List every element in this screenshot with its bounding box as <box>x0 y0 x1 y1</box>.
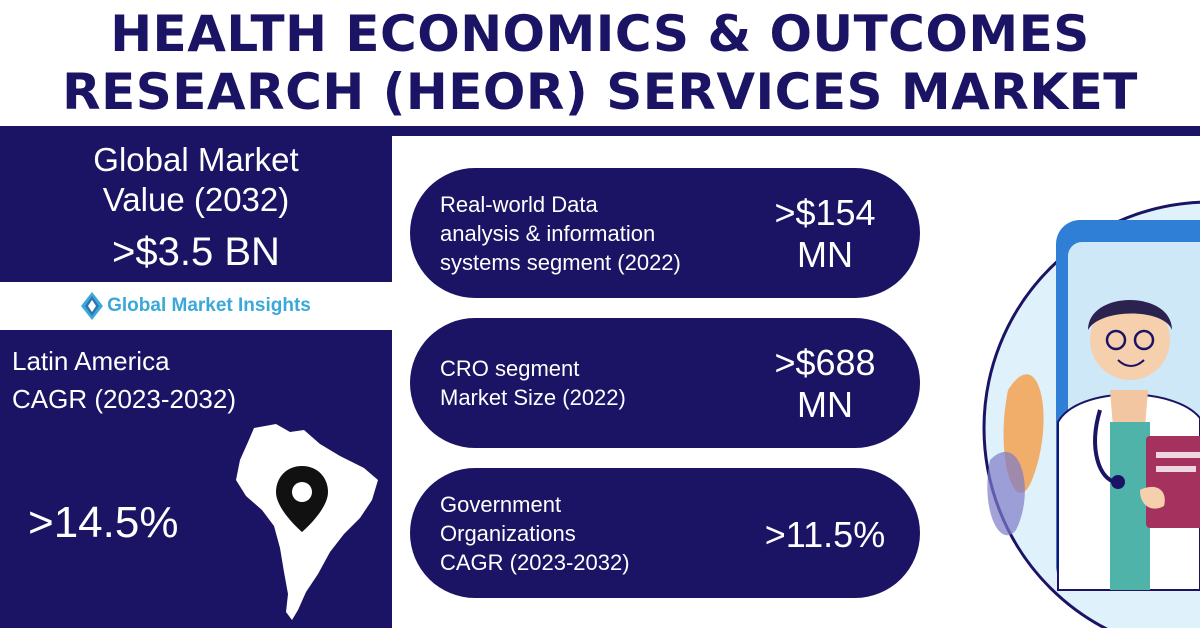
diamond-logo-icon <box>81 292 104 320</box>
stat-value-line: MN <box>797 384 853 425</box>
stat-label-line: analysis & information <box>440 221 656 246</box>
title-line-1: HEALTH ECONOMICS & OUTCOMES <box>110 5 1090 63</box>
stat-value: >$154 MN <box>760 192 890 276</box>
title-line-2: RESEARCH (HEOR) SERVICES MARKET <box>62 63 1138 121</box>
stat-label-line: CAGR (2023-2032) <box>440 550 630 575</box>
market-value-amount: >$3.5 BN <box>112 230 280 274</box>
latin-america-cagr-value: >14.5% <box>28 498 179 547</box>
stat-label: CRO segment Market Size (2022) <box>440 354 626 412</box>
latin-america-panel: Latin America CAGR (2023-2032) >14.5% <box>0 330 392 628</box>
market-value-label-line-1: Global Market <box>93 141 299 178</box>
south-america-map-icon <box>236 424 378 620</box>
map-pin-icon <box>276 466 328 532</box>
stat-label-line: CRO segment <box>440 356 580 381</box>
stat-value-line: >$154 <box>774 192 876 233</box>
brand-logo: Global Market Insights <box>0 282 392 330</box>
doctor-phone-illustration <box>982 200 1200 628</box>
latin-america-label-line-2: CAGR (2023-2032) <box>12 384 236 414</box>
page-title: HEALTH ECONOMICS & OUTCOMES RESEARCH (HE… <box>0 0 1200 126</box>
market-value-label: Global Market Value (2032) <box>0 140 392 220</box>
stat-value-line: >11.5% <box>764 514 886 555</box>
latin-america-label-line-1: Latin America <box>12 346 170 376</box>
market-value-label-line-2: Value (2032) <box>102 181 290 218</box>
stat-label: Real-world Data analysis & information s… <box>440 190 681 277</box>
title-divider <box>392 126 1200 136</box>
stat-label-line: Market Size (2022) <box>440 385 626 410</box>
stat-value-line: >$688 <box>774 342 876 383</box>
stat-label-line: Real-world Data <box>440 192 598 217</box>
latin-america-label: Latin America CAGR (2023-2032) <box>12 342 236 418</box>
logo-text: Global Market Insights <box>107 295 311 316</box>
stat-label-line: Government <box>440 492 562 517</box>
stat-card-cro-segment: CRO segment Market Size (2022) >$688 MN <box>410 318 920 448</box>
stat-value-line: MN <box>797 234 853 275</box>
market-value-panel: Global Market Value (2032) >$3.5 BN <box>0 126 392 282</box>
stat-label: Government Organizations CAGR (2023-2032… <box>440 490 630 577</box>
stat-label-line: systems segment (2022) <box>440 250 681 275</box>
stat-value: >$688 MN <box>760 342 890 426</box>
stat-card-government-organizations: Government Organizations CAGR (2023-2032… <box>410 468 920 598</box>
stat-value: >11.5% <box>760 514 890 556</box>
stat-label-line: Organizations <box>440 521 576 546</box>
stat-card-real-world-data: Real-world Data analysis & information s… <box>410 168 920 298</box>
